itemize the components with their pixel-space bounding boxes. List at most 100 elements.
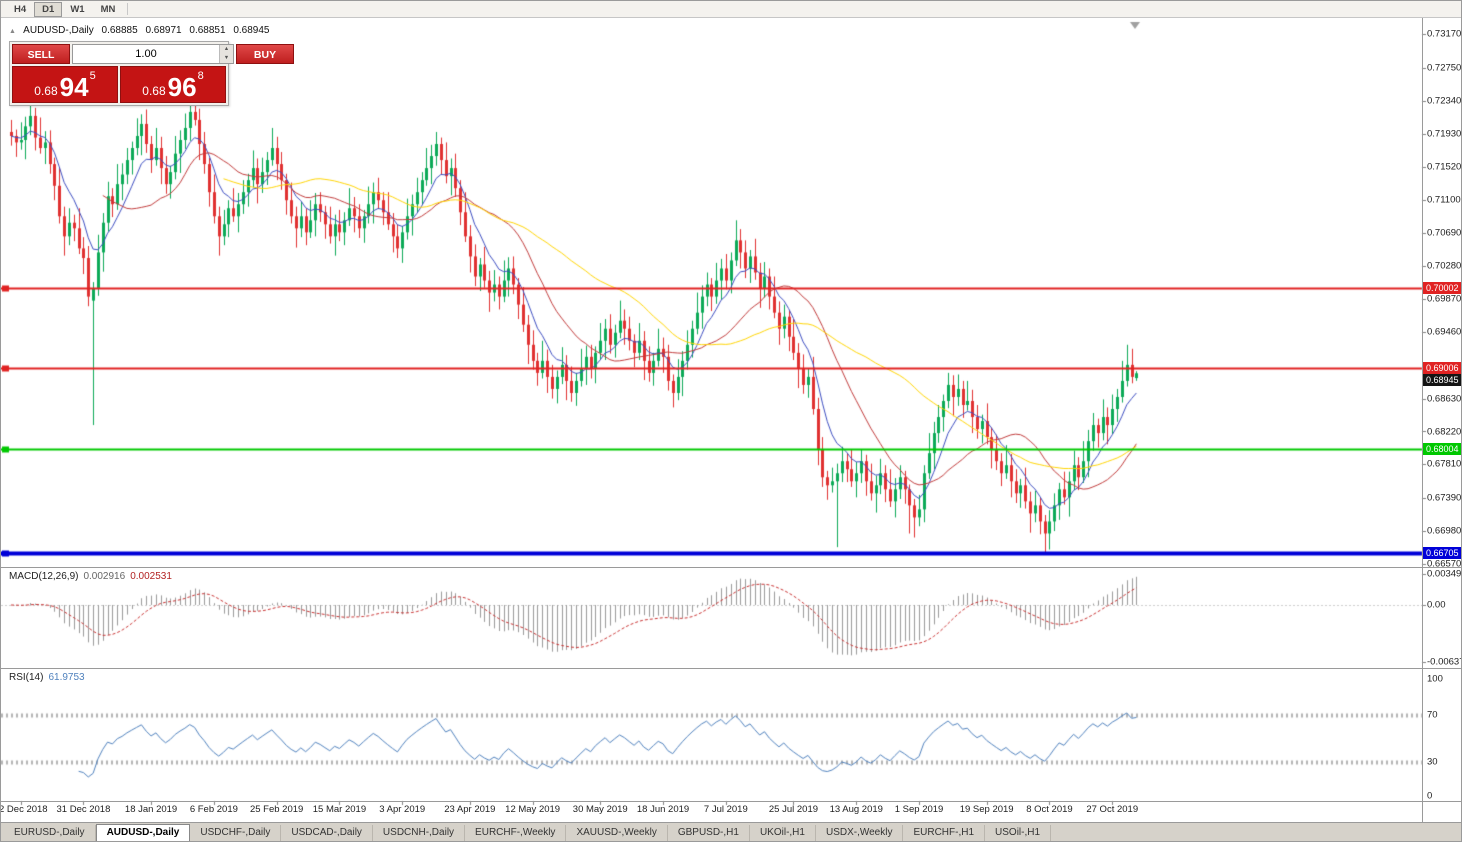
date-axis-label: 13 Aug 2019 <box>829 804 883 815</box>
chart-tab[interactable]: EURUSD-,Daily <box>4 825 96 841</box>
one-click-trade-panel: SELL ▲ ▼ BUY 0.68 94 5 0.68 96 8 <box>9 41 294 106</box>
price-axis-label: 0.67810 <box>1427 458 1462 470</box>
rsi-value: 61.9753 <box>48 672 85 683</box>
date-axis-label: 3 Apr 2019 <box>379 804 426 815</box>
price-axis-label: 0.71520 <box>1427 161 1462 172</box>
price-axis-label: 0.72340 <box>1427 95 1462 107</box>
bid-price-prefix: 0.68 <box>34 84 58 98</box>
date-axis-label: 18 Jan 2019 <box>124 804 178 815</box>
toolbar-separator <box>127 3 129 15</box>
price-axis-label: 0.73170 <box>1427 28 1462 40</box>
timeframe-w1[interactable]: W1 <box>70 3 85 15</box>
ask-price-sup: 8 <box>197 70 204 82</box>
hline-price-tag: 0.69006 <box>1423 362 1461 374</box>
bid-price-box[interactable]: 0.68 94 5 <box>12 66 118 103</box>
collapse-triangle-icon: ▲ <box>9 28 16 35</box>
rsi-axis-label: 70 <box>1427 709 1438 721</box>
volume-input[interactable] <box>73 45 219 63</box>
chart-tab[interactable]: USOil-,H1 <box>985 825 1052 841</box>
date-axis-label: 15 Mar 2019 <box>312 804 367 815</box>
ohlc-open: 0.68885 <box>101 25 138 36</box>
buy-button[interactable]: BUY <box>236 44 294 64</box>
symbol-ohlc-line: ▲ AUDUSD-,Daily 0.68885 0.68971 0.68851 … <box>9 25 274 36</box>
price-axis-label: 0.68220 <box>1427 426 1462 437</box>
ask-price-big: 96 <box>167 72 197 102</box>
hline-price-tag: 0.66705 <box>1423 547 1461 559</box>
sell-button[interactable]: SELL <box>12 44 70 64</box>
chart-tab[interactable]: XAUUSD-,Weekly <box>566 825 668 841</box>
date-axis-label: 6 Feb 2019 <box>189 804 238 815</box>
date-axis-label: 1 Sep 2019 <box>894 804 944 815</box>
macd-panel-separator[interactable] <box>1 567 1461 568</box>
date-axis-label: 18 Jun 2019 <box>636 804 690 815</box>
volume-down-icon[interactable]: ▼ <box>220 54 233 63</box>
rsi-title: RSI(14) <box>9 672 44 683</box>
price-axis-label: 0.71930 <box>1427 128 1462 140</box>
date-axis-label: 25 Feb 2019 <box>249 804 304 815</box>
price-axis-label: 0.66980 <box>1427 525 1462 537</box>
rsi-axis-label: 30 <box>1427 756 1438 768</box>
current-price-tag: 0.68945 <box>1423 374 1461 386</box>
date-axis-label: 31 Dec 2018 <box>56 804 111 815</box>
price-axis-label: 0.71100 <box>1427 194 1461 206</box>
price-axis-label: 0.70690 <box>1427 227 1462 239</box>
hline-price-tag: 0.68004 <box>1423 443 1461 455</box>
symbol-title: AUDUSD-,Daily <box>23 25 94 36</box>
macd-axis-label: 0.00 <box>1427 599 1446 611</box>
volume-control: ▲ ▼ <box>72 44 234 64</box>
ask-price-prefix: 0.68 <box>142 84 166 98</box>
timeframe-h4[interactable]: H4 <box>14 3 27 15</box>
chart-tab[interactable]: EURCHF-,H1 <box>903 825 986 841</box>
date-axis-label: 8 Oct 2019 <box>1026 804 1073 815</box>
price-axis-label: 0.69460 <box>1427 326 1462 338</box>
date-axis-separator <box>1 801 1461 802</box>
date-axis-label: 25 Jul 2019 <box>768 804 819 815</box>
rsi-axis-label: 100 <box>1427 673 1443 685</box>
price-axis-label: 0.70280 <box>1427 260 1462 272</box>
chart-tab[interactable]: UKOil-,H1 <box>750 825 816 841</box>
date-axis-label: 12 Dec 2018 <box>1 804 48 815</box>
macd-signal-value: 0.002531 <box>130 571 172 582</box>
chart-tab[interactable]: USDCNH-,Daily <box>373 825 466 841</box>
timeframe-toolbar: H4 D1 W1 MN <box>1 1 1461 18</box>
price-axis-label: 0.67390 <box>1427 492 1462 504</box>
price-axis-label: 0.69870 <box>1427 293 1462 305</box>
macd-title: MACD(12,26,9) <box>9 571 79 582</box>
ohlc-high: 0.68971 <box>145 25 182 36</box>
ohlc-low: 0.68851 <box>189 25 226 36</box>
date-axis-label: 27 Oct 2019 <box>1086 804 1139 815</box>
chart-tab[interactable]: USDCAD-,Daily <box>281 825 373 841</box>
timeframe-d1[interactable]: D1 <box>34 1 63 17</box>
date-axis-label: 19 Sep 2019 <box>959 804 1014 815</box>
date-axis-label: 12 May 2019 <box>505 804 561 815</box>
price-axis-label: 0.66570 <box>1427 558 1462 570</box>
chart-tab[interactable]: AUDUSD-,Daily <box>95 824 191 841</box>
bid-price-big: 94 <box>59 72 89 102</box>
volume-up-icon[interactable]: ▲ <box>220 45 233 54</box>
price-axis-separator <box>1422 18 1423 824</box>
macd-axis-label: 0.00349 <box>1427 568 1462 580</box>
date-axis-label: 23 Apr 2019 <box>444 804 496 815</box>
macd-axis-label: -0.00637 <box>1427 656 1462 668</box>
price-axis-label: 0.68630 <box>1427 393 1462 405</box>
chart-tab-bar: EURUSD-,Daily AUDUSD-,Daily USDCHF-,Daily U… <box>1 822 1461 841</box>
rsi-panel-separator[interactable] <box>1 668 1461 669</box>
date-axis-label: 30 May 2019 <box>572 804 628 815</box>
rsi-axis-label: 0 <box>1427 790 1433 802</box>
date-axis-label: 7 Jul 2019 <box>703 804 748 815</box>
bid-price-sup: 5 <box>89 70 96 82</box>
chart-tab[interactable]: USDCHF-,Daily <box>190 825 282 841</box>
rsi-label: RSI(14) 61.9753 <box>9 672 85 683</box>
ohlc-close: 0.68945 <box>233 25 270 36</box>
macd-main-value: 0.002916 <box>83 571 126 582</box>
ask-price-box[interactable]: 0.68 96 8 <box>120 66 226 103</box>
macd-label: MACD(12,26,9) 0.002916 0.002531 <box>9 571 172 582</box>
price-axis-label: 0.72750 <box>1427 62 1462 74</box>
timeframe-mn[interactable]: MN <box>100 3 116 15</box>
chart-tab[interactable]: GBPUSD-,H1 <box>668 825 750 841</box>
hline-price-tag: 0.70002 <box>1423 282 1461 294</box>
chart-tab[interactable]: EURCHF-,Weekly <box>465 825 567 841</box>
chart-tab[interactable]: USDX-,Weekly <box>816 825 904 841</box>
